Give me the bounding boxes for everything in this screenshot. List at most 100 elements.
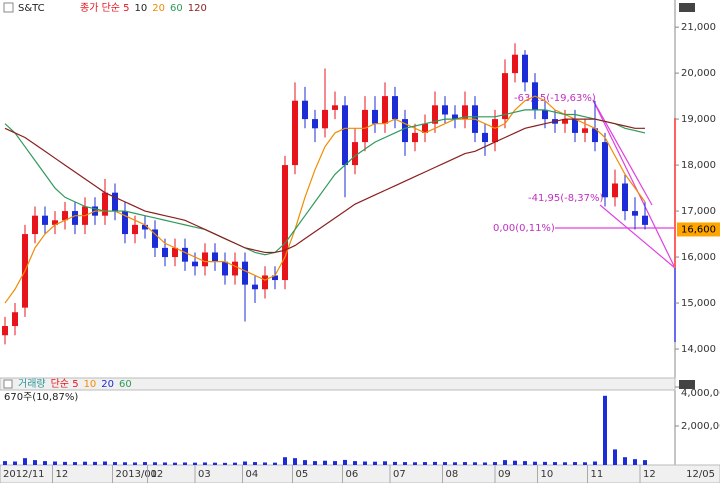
volume-bar [33,460,37,465]
volume-bar [263,462,267,465]
price-tag-label: 16,600 [681,224,716,235]
x-tick-label: 04 [246,469,259,480]
candle-body [572,119,578,133]
volume-bar [143,462,147,465]
volume-bar [43,461,47,465]
candle-body [642,215,648,225]
volume-bar [623,457,627,465]
candle-body [362,109,368,143]
candle-body [12,312,18,327]
candle-body [392,96,398,120]
volume-bar [543,461,547,465]
volume-bar [373,461,377,465]
candle-body [312,119,318,129]
candle-body [282,165,288,281]
candle-body [452,114,458,120]
volume-bar [293,458,297,465]
candle-body [102,192,108,216]
ma-line [4,118,645,254]
checkbox[interactable] [3,2,14,13]
candle-body [592,128,598,143]
volume-bar [223,462,227,465]
candle-body [222,261,228,276]
y-tick-label: 15,000 [681,298,716,309]
volume-bar [103,461,107,465]
candle-body [72,211,78,225]
candle-body [152,229,158,248]
x-tick-label: 2013/01 [116,469,158,480]
trend-line [592,99,653,206]
candle-body [52,220,58,225]
volume-bar [343,459,347,465]
candle-body [352,142,358,166]
candle-body [482,132,488,143]
candle-body [382,96,388,124]
candle-body [122,211,128,235]
volume-bar [313,461,317,465]
checkbox[interactable] [3,379,13,389]
volume-bar [493,462,497,465]
y-tick-label: 18,000 [681,160,716,171]
candle-body [212,252,218,262]
volume-bar [253,462,257,465]
candle-body [372,109,378,124]
legend-item: 20 [152,3,165,14]
volume-bar [573,462,577,465]
candle-body [42,215,48,225]
volume-bar [413,462,417,465]
trend-line [599,204,676,269]
volume-bar [273,462,277,465]
candle-body [302,100,308,120]
volume-subtitle: 670주(10,87%) [4,392,78,403]
legend-item: 10 [84,379,97,390]
candle-body [62,211,68,221]
legend-item: 60 [119,379,132,390]
trend-line [592,99,676,269]
volume-bar [133,462,137,465]
candle-body [112,192,118,212]
candle-body [402,119,408,143]
x-tick-label: 05 [296,469,309,480]
annotation: 0,00(0,11%) [493,223,555,234]
candle-body [142,224,148,230]
legend-item: 단순 5 [51,378,79,390]
volume-bar [303,460,307,465]
volume-bar [173,462,177,465]
candle-body [442,105,448,115]
volume-bar [323,460,327,465]
y-tick-label: 19,000 [681,114,716,125]
x-tick-label: 10 [541,469,554,480]
panel-icon[interactable] [679,3,695,12]
price-tag [677,222,720,237]
y-tick-label: 20,000 [681,68,716,79]
candle-body [292,100,298,166]
volume-bar [593,461,597,465]
candle-body [252,284,258,290]
volume-bar [93,461,97,465]
x-tick-label: 12 [643,469,656,480]
volume-bar [473,462,477,465]
candle-body [502,73,508,120]
candle-body [272,275,278,281]
volume-bar [583,462,587,465]
volume-bar [393,461,397,465]
candle-body [262,275,268,290]
volume-bar [523,461,527,465]
x-tick-label: 08 [446,469,459,480]
panel-icon[interactable] [679,380,695,389]
x-tick-label: 07 [393,469,406,480]
volume-bar [353,461,357,465]
volume-bar [283,457,287,465]
x-tick-label: 03 [198,469,211,480]
candle-body [602,142,608,198]
volume-bar [643,460,647,465]
y-tick-label: 14,000 [681,344,716,355]
candle-body [32,215,38,235]
candle-body [162,247,168,258]
volume-bar [603,395,607,465]
volume-bar [533,461,537,465]
volume-bar [113,462,117,465]
volume-bar [513,460,517,465]
